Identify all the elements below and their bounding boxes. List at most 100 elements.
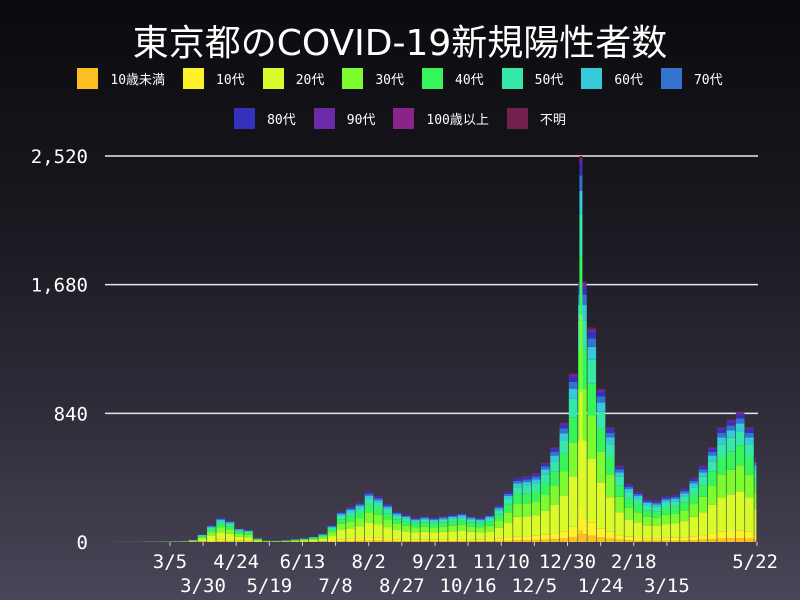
bar-segment — [745, 427, 754, 428]
bar-segment — [615, 512, 624, 536]
bar-segment — [448, 515, 457, 517]
bar-segment — [309, 539, 318, 542]
bar-segment — [401, 531, 411, 540]
bar-segment — [578, 294, 587, 306]
bar-segment — [689, 516, 699, 537]
bar-segment — [355, 502, 365, 505]
bar-segment — [596, 537, 606, 542]
peak-bar-segment — [579, 190, 583, 214]
bar-segment — [680, 489, 689, 492]
legend-label: 90代 — [346, 113, 376, 128]
bar-segment — [531, 535, 541, 540]
bar-segment — [745, 531, 754, 539]
bar-segment — [299, 540, 309, 542]
bar-segment — [448, 516, 457, 519]
bar-segment — [531, 490, 541, 502]
bar-segment — [448, 521, 457, 526]
bar-segment — [661, 514, 671, 525]
bar-segment — [485, 541, 495, 542]
bar-segment — [633, 492, 643, 494]
bar-segment — [401, 541, 411, 542]
bar-segment — [225, 520, 235, 522]
bar-segment — [216, 532, 225, 540]
bar-segment — [587, 359, 597, 384]
bar-segment — [346, 508, 355, 510]
bar-segment — [429, 517, 439, 519]
bar-segment — [707, 533, 717, 540]
bar-segment — [225, 541, 235, 542]
legend-swatch — [660, 68, 682, 89]
bar-segment — [355, 505, 365, 509]
bar-segment — [670, 496, 680, 499]
legend-label: 30代 — [375, 73, 404, 88]
bar-segment — [754, 458, 757, 460]
bar-segment — [522, 503, 532, 517]
bar-segment — [689, 487, 699, 495]
bar-segment — [485, 514, 495, 516]
bar-segment — [661, 502, 671, 508]
bar-segment — [568, 381, 578, 389]
peak-bar-segment — [579, 314, 583, 392]
bar-segment — [633, 504, 643, 513]
bar-segment — [717, 429, 726, 433]
bar-segment — [253, 539, 263, 541]
bar-segment — [717, 538, 726, 542]
y-tick-label: 840 — [54, 403, 88, 425]
bar-segment — [698, 469, 708, 473]
x-tick-label: 4/24 — [213, 551, 259, 573]
bar-segment — [355, 518, 365, 527]
bar-segment — [652, 540, 661, 542]
bar-segment — [513, 536, 522, 541]
x-tick-label: 8/2 — [352, 551, 386, 573]
bar-segment — [374, 496, 383, 499]
bar-segment — [309, 538, 318, 539]
legend-label: 10代 — [216, 73, 245, 88]
bar-segment — [633, 491, 643, 493]
legend-swatch — [393, 108, 415, 129]
legend-swatch — [313, 108, 335, 129]
peak-bar-segment — [579, 158, 583, 160]
bar-segment — [531, 476, 541, 480]
bar-segment — [207, 526, 216, 528]
bar-segment — [689, 494, 699, 505]
bar-segment — [503, 492, 513, 494]
bar-segment — [207, 529, 216, 533]
bar-segment — [476, 539, 485, 542]
bar-segment — [429, 539, 439, 542]
bar-segment — [466, 526, 476, 532]
x-tick-label: 11/10 — [473, 551, 530, 573]
bar-segment — [689, 478, 699, 479]
bar-segment — [735, 530, 745, 539]
bar-segment — [707, 447, 717, 448]
bar-segment — [383, 540, 392, 542]
bar-segment — [513, 540, 522, 542]
bar-segment — [680, 493, 689, 497]
bar-segment — [531, 474, 541, 477]
bar-segment — [652, 502, 661, 505]
bar-segment — [216, 539, 225, 542]
legend-label: 40代 — [455, 73, 484, 88]
bar-segment — [698, 466, 708, 470]
bar-segment — [717, 427, 726, 428]
bar-segment — [438, 531, 448, 540]
bar-segment — [318, 534, 328, 536]
bar-segment — [726, 425, 736, 431]
bar-segment — [355, 508, 365, 513]
bar-segment — [392, 511, 402, 513]
bar-segment — [643, 502, 652, 506]
bar-segment — [392, 539, 402, 542]
bar-segment — [559, 538, 569, 542]
bar-segment — [207, 541, 216, 542]
bar-segment — [624, 489, 634, 493]
bar-segment — [197, 535, 207, 537]
bar-segment — [745, 538, 754, 542]
bar-segment — [559, 440, 569, 454]
bar-segment — [225, 529, 235, 534]
bar-segment — [457, 515, 467, 518]
bar-segment — [244, 534, 253, 538]
legend-item: 不明 — [506, 108, 566, 129]
bar-segment — [383, 507, 392, 510]
bar-segment — [605, 429, 615, 433]
bar-segment — [550, 448, 559, 452]
bar-segment — [438, 516, 448, 518]
